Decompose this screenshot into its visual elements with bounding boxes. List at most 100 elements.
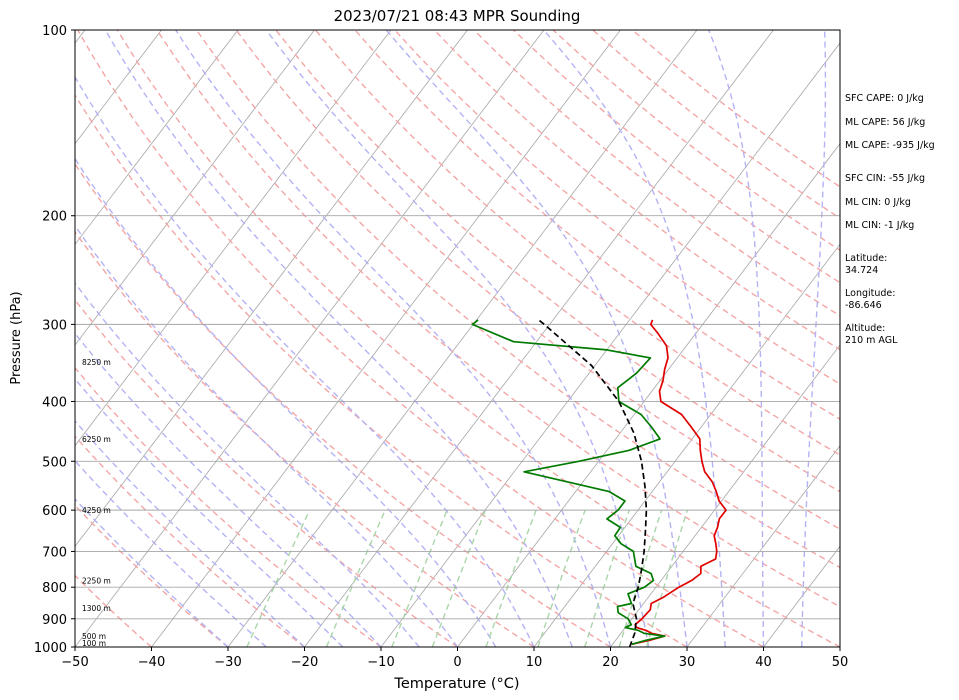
y-tick-label: 800 <box>42 581 67 596</box>
dry-adiabat-line <box>75 162 611 647</box>
dry-adiabat-line <box>513 30 840 284</box>
sfc-cin-stat: SFC CIN: -55 J/kg <box>845 173 925 184</box>
x-tick-label: 20 <box>602 655 619 670</box>
isotherm-line <box>75 30 392 447</box>
height-label: 6250 m <box>82 435 111 444</box>
background-lines <box>0 30 840 647</box>
height-label: 500 m <box>82 632 106 641</box>
dry-adiabat-line <box>75 574 152 647</box>
isotherm-line <box>75 30 468 548</box>
y-axis-label: Pressure (hPa) <box>9 291 24 384</box>
isotherm-line <box>686 445 840 647</box>
chart-title: 2023/07/21 08:43 MPR Sounding <box>334 7 581 25</box>
dewpoint-profile-line <box>471 319 666 646</box>
height-label: 2250 m <box>82 576 111 585</box>
temperature-profile-line <box>631 319 727 646</box>
altitude-stat: Altitude: 210 m AGL <box>845 323 898 346</box>
dry-adiabat-line <box>75 230 535 647</box>
isotherm-line <box>0 30 8 647</box>
dry-adiabat-line <box>275 30 840 493</box>
moist-adiabat-line <box>75 332 382 647</box>
height-label: 1300 m <box>82 604 111 613</box>
moist-adiabat-line <box>75 157 497 647</box>
latitude-stat: Latitude: 34.724 <box>845 253 888 276</box>
moist-adiabat-line <box>385 30 688 647</box>
height-label: 100 m <box>82 639 106 648</box>
isotherm-line <box>610 344 840 647</box>
moist-adiabat-line <box>801 30 827 647</box>
dry-adiabat-line <box>394 30 840 385</box>
profile-lines <box>471 319 727 647</box>
isotherm-line <box>75 30 315 346</box>
y-tick-label: 400 <box>42 395 67 410</box>
moist-adiabat-line <box>75 224 459 647</box>
y-tick-label: 100 <box>42 24 67 39</box>
y-tick-label: 1000 <box>34 641 67 656</box>
mixing-ratio-line <box>485 509 537 647</box>
y-tick-label: 500 <box>42 455 67 470</box>
isotherm-line <box>380 42 840 647</box>
y-tick-label: 600 <box>42 504 67 519</box>
x-tick-label: −10 <box>367 655 394 670</box>
longitude-stat: Longitude: -86.646 <box>845 288 896 311</box>
dry-adiabat-line <box>75 435 305 647</box>
isotherm-line <box>304 30 774 647</box>
y-tick-label: 700 <box>42 545 67 560</box>
x-tick-label: −50 <box>61 655 88 670</box>
x-tick-label: 10 <box>526 655 543 670</box>
x-axis-label: Temperature (°C) <box>393 676 519 692</box>
y-tick-label: 900 <box>42 613 67 628</box>
x-tick-label: −40 <box>138 655 165 670</box>
isotherm-line <box>75 30 239 246</box>
isotherm-line <box>227 30 698 647</box>
dry-adiabat-line <box>195 30 840 569</box>
moist-adiabat-line <box>75 419 305 647</box>
x-axis: −50 −40 −30 −20 −10 0 10 20 30 40 50 <box>61 647 848 670</box>
ml-cin-stat-2: ML CIN: -1 J/kg <box>845 220 915 231</box>
x-tick-label: 30 <box>679 655 696 670</box>
dry-adiabat-line <box>354 30 840 420</box>
moist-adiabat-line <box>708 30 765 647</box>
dry-adiabat-line <box>75 298 458 647</box>
moist-adiabat-line <box>75 459 267 647</box>
mixing-ratio-line <box>584 509 630 647</box>
ml-cape-stat-2: ML CAPE: -935 J/kg <box>845 140 935 151</box>
isobar-grid <box>75 215 840 620</box>
moist-adiabat-line <box>75 377 344 647</box>
x-tick-label: 50 <box>832 655 849 670</box>
mixing-ratio-line <box>431 509 487 647</box>
mixing-ratio-line <box>537 509 586 647</box>
plot-frame <box>74 29 841 648</box>
moist-adiabat-line <box>75 282 420 647</box>
height-label: 4250 m <box>82 506 111 515</box>
dry-adiabat-line <box>116 30 840 647</box>
x-tick-label: 40 <box>755 655 772 670</box>
x-tick-label: −20 <box>291 655 318 670</box>
isotherm-line <box>75 30 162 145</box>
sounding-stats-panel: SFC CAPE: 0 J/kg ML CAPE: 56 J/kg ML CAP… <box>845 0 959 700</box>
mixing-ratio-line <box>391 509 448 647</box>
moist-adiabat-line <box>265 30 650 647</box>
dry-adiabat-line <box>314 30 840 456</box>
dry-adiabat-line <box>156 30 840 608</box>
dry-adiabat-line <box>75 366 382 647</box>
parcel-path-line <box>538 319 648 647</box>
sfc-cape-stat: SFC CAPE: 0 J/kg <box>845 93 924 104</box>
y-axis: 100 200 300 400 500 600 700 800 900 1000 <box>34 24 75 656</box>
isotherm-line <box>75 30 545 647</box>
isotherm-line <box>533 243 840 647</box>
x-tick-label: 0 <box>453 655 461 670</box>
moist-adiabat-line <box>75 75 535 647</box>
dry-adiabat-line <box>77 30 764 647</box>
x-tick-label: −30 <box>214 655 241 670</box>
isotherm-line <box>457 143 840 647</box>
y-tick-label: 300 <box>42 318 67 333</box>
y-tick-label: 200 <box>42 210 67 225</box>
isotherm-line <box>151 30 621 647</box>
moist-adiabat-line <box>175 30 612 647</box>
ml-cape-stat: ML CAPE: 56 J/kg <box>845 117 926 128</box>
ml-cin-stat: ML CIN: 0 J/kg <box>845 197 911 208</box>
